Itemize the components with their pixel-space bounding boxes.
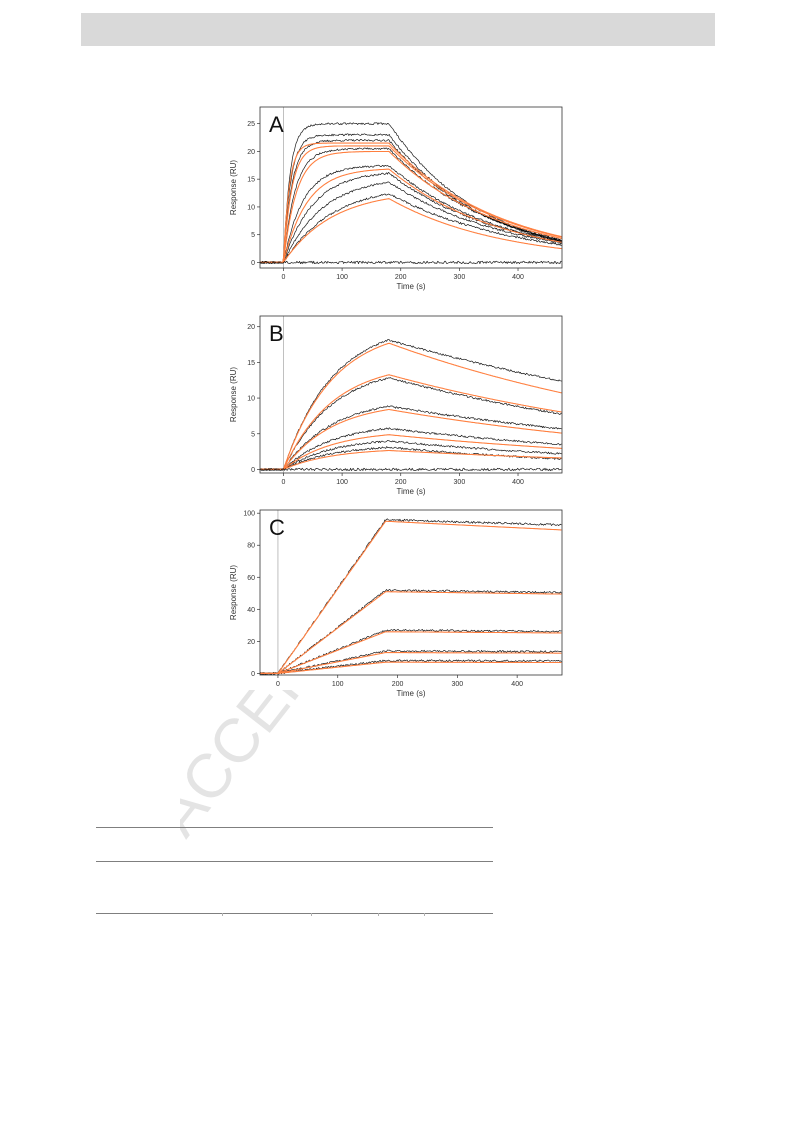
x-tick-label: 100 (336, 479, 348, 486)
x-tick-label: 300 (454, 479, 466, 486)
fit-curve (260, 145, 562, 263)
x-tick-label: 300 (454, 274, 466, 281)
table-column-divider (424, 913, 425, 916)
fit-curve (260, 661, 562, 674)
y-tick-label: 15 (247, 360, 255, 367)
y-tick-label: 15 (247, 177, 255, 184)
table-column-divider (222, 913, 223, 916)
fit-curve (260, 449, 562, 470)
table-rule-top (96, 827, 493, 828)
table-column-divider (378, 913, 379, 916)
x-axis-label: Time (s) (396, 487, 425, 496)
sensorgram-trace (259, 659, 562, 675)
accepted-watermark: ACCEPTED (180, 690, 360, 849)
sensorgram-trace (259, 139, 562, 264)
table-rule-bottom (96, 913, 493, 914)
watermark-text: ACCEPTED (180, 690, 360, 849)
fit-curve (260, 168, 562, 263)
y-tick-label: 40 (247, 607, 255, 614)
fit-curve (260, 652, 562, 674)
page-header-bar (81, 13, 715, 46)
y-tick-label: 0 (251, 467, 255, 474)
sensorgram-trace (259, 377, 562, 471)
x-tick-label: 200 (392, 681, 404, 688)
x-tick-label: 100 (332, 681, 344, 688)
chart-panel-c: 0 100 200 300 400 0 20 40 60 80 100 Time (s) Respons… (229, 509, 563, 698)
fit-curve (260, 142, 562, 263)
y-axis-label: Response (RU) (229, 160, 238, 215)
baseline-trace (259, 260, 562, 265)
sensorgram-trace (259, 181, 562, 264)
y-tick-label: 25 (247, 121, 255, 128)
panel-label: A (269, 112, 284, 137)
y-tick-label: 10 (247, 396, 255, 403)
y-tick-label: 100 (243, 511, 255, 518)
sensorgram-trace (259, 147, 562, 264)
fit-curve (260, 374, 562, 470)
y-tick-label: 20 (247, 324, 255, 331)
sensorgram-trace (259, 339, 562, 471)
y-tick-label: 20 (247, 149, 255, 156)
fit-curve (260, 631, 562, 674)
y-axis-label: Response (RU) (229, 565, 238, 620)
sensorgram-trace (259, 427, 562, 471)
baseline-trace (259, 467, 562, 472)
x-tick-label: 0 (276, 681, 280, 688)
table-column-divider (311, 913, 312, 916)
panel-label: B (269, 321, 284, 346)
fit-curve (260, 408, 562, 470)
plot-frame (259, 315, 563, 474)
x-tick-label: 400 (512, 479, 524, 486)
chart-panel-b: 0 100 200 300 400 0 5 10 15 20 Time (s) Response (R… (229, 315, 563, 496)
sensorgram-trace (259, 405, 562, 471)
sensorgram-trace (259, 133, 562, 264)
chart-panel-a: 0 100 200 300 400 0 5 10 15 20 25 Time (s) Response … (229, 106, 563, 291)
y-tick-label: 60 (247, 575, 255, 582)
sensorgram-trace (259, 164, 562, 264)
x-tick-label: 100 (336, 274, 348, 281)
x-tick-label: 0 (282, 274, 286, 281)
sensorgram-trace (259, 193, 562, 264)
x-axis-label: Time (s) (396, 689, 425, 698)
fit-curve (260, 198, 562, 263)
y-tick-label: 0 (251, 671, 255, 678)
y-tick-label: 10 (247, 204, 255, 211)
fit-curve (260, 150, 562, 263)
y-tick-label: 5 (251, 431, 255, 438)
x-tick-label: 400 (512, 274, 524, 281)
y-tick-label: 5 (251, 232, 255, 239)
sensorgram-trace (259, 439, 562, 471)
x-axis-label: Time (s) (396, 282, 425, 291)
x-tick-label: 400 (511, 681, 523, 688)
y-tick-label: 20 (247, 639, 255, 646)
x-tick-label: 300 (452, 681, 464, 688)
table-rule-header (96, 861, 493, 862)
y-tick-label: 0 (251, 260, 255, 267)
fit-curve (260, 434, 562, 470)
sensorgram-trace (259, 518, 562, 675)
plot-frame (259, 509, 563, 676)
x-tick-label: 200 (395, 274, 407, 281)
y-tick-label: 80 (247, 543, 255, 550)
y-axis-label: Response (RU) (229, 367, 238, 422)
fit-curve (260, 342, 562, 470)
panel-label: C (269, 515, 285, 540)
sensorgram-trace (259, 589, 562, 675)
plot-frame (259, 106, 563, 269)
x-tick-label: 200 (395, 479, 407, 486)
x-tick-label: 0 (282, 479, 286, 486)
fit-curve (260, 591, 562, 674)
fit-curve (260, 520, 562, 674)
